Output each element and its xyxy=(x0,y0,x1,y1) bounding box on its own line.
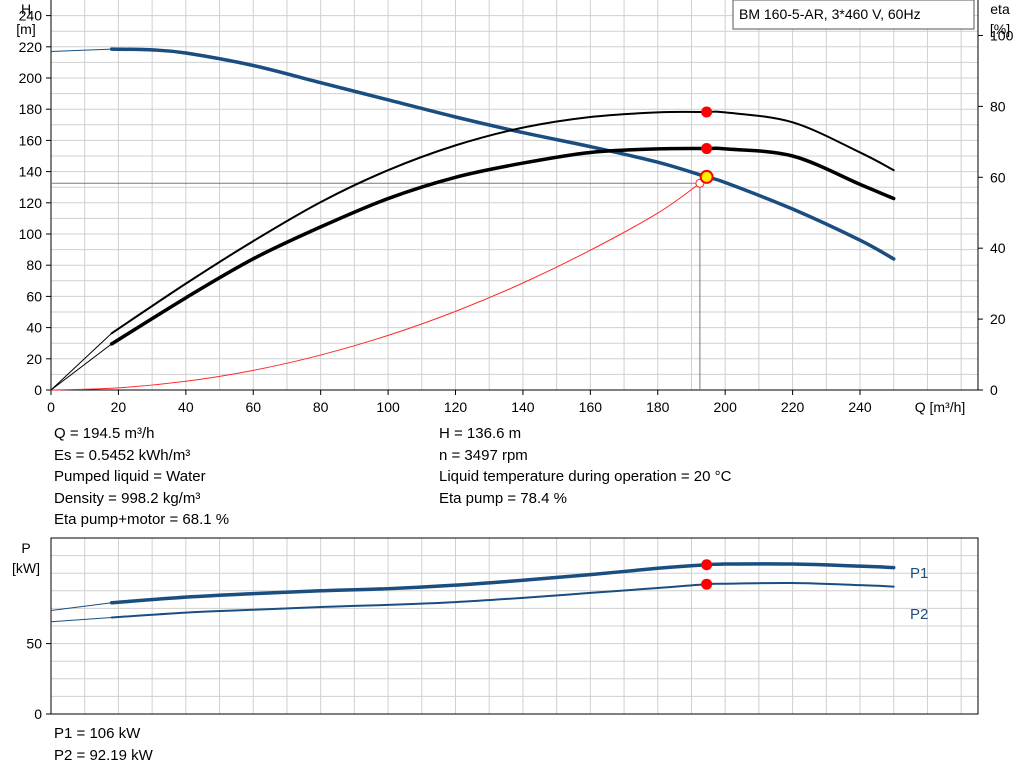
eta-pump-curve xyxy=(110,110,895,335)
duty-point-markers xyxy=(699,106,714,590)
h-tick-label: 200 xyxy=(19,70,43,86)
eta-axis-title: eta xyxy=(990,1,1010,17)
x-tick-label: 120 xyxy=(444,399,468,415)
pump-label-box xyxy=(732,0,975,30)
h-axis-title: H xyxy=(21,1,31,17)
p2-duty-point xyxy=(701,578,713,590)
info-eta-pump-motor: Eta pump+motor = 68.1 % xyxy=(54,511,230,528)
upper-chart-series xyxy=(50,47,896,391)
h-tick-label: 220 xyxy=(19,39,43,55)
h-tick-label: 120 xyxy=(19,195,43,211)
lower-chart-grid xyxy=(50,537,979,715)
system-curve xyxy=(50,182,701,391)
info-flow: Q = 194.5 m³/h xyxy=(54,425,155,442)
upper-plot-area xyxy=(51,0,978,390)
h-axis-unit: [m] xyxy=(16,21,35,37)
info-speed: n = 3497 rpm xyxy=(439,446,528,464)
upper-chart-grid xyxy=(47,0,982,391)
info-p1: P1 = 106 kW xyxy=(54,725,141,742)
x-tick-label: 140 xyxy=(511,399,535,415)
x-tick-label: 220 xyxy=(781,399,805,415)
eta-tick-label: 60 xyxy=(990,169,1006,185)
h-tick-label: 180 xyxy=(19,101,43,117)
info-eta-pump: Eta pump = 78.4 % xyxy=(439,489,567,507)
head-duty-point xyxy=(699,169,714,184)
p1-series-label: P1 xyxy=(910,565,928,582)
h-tick-label: 40 xyxy=(26,320,42,336)
duty-point-info-right: H = 136.6 m n = 3497 rpm Liquid temperat… xyxy=(439,423,731,509)
lower-chart-series xyxy=(50,562,896,623)
eta-pump-duty-point xyxy=(701,106,713,118)
eta-tick-label: 40 xyxy=(990,240,1006,256)
p-tick-label: 50 xyxy=(26,636,42,652)
eta-tick-label: 0 xyxy=(990,382,998,398)
p-axis-title: P xyxy=(21,540,30,556)
eta-tick-label: 80 xyxy=(990,98,1006,114)
pump-label: BM 160-5-AR, 3*460 V, 60Hz xyxy=(739,6,921,22)
lower-plot-border xyxy=(50,537,979,715)
info-pumped-liquid: Pumped liquid = Water xyxy=(54,468,206,485)
p2-curve xyxy=(110,582,895,619)
eta-pump-motor-curve xyxy=(109,146,896,346)
info-density: Density = 998.2 kg/m³ xyxy=(54,489,201,507)
x-tick-label: 100 xyxy=(376,399,400,415)
p2-extrapolated-line xyxy=(50,617,112,623)
duty-point-info-left: Q = 194.5 m³/h Es = 0.5452 kWh/m³ Pumped… xyxy=(54,423,229,531)
p-tick-label: 0 xyxy=(34,706,42,722)
h-tick-label: 100 xyxy=(19,226,43,242)
x-tick-label: 20 xyxy=(111,399,127,415)
q-axis-title: Q [m³/h] xyxy=(915,399,966,415)
eta-pump-motor-duty-point xyxy=(701,143,713,155)
eta-pump-motor-extrapolated-line xyxy=(50,343,112,391)
eta-tick-label: 100 xyxy=(990,27,1014,43)
h-tick-label: 240 xyxy=(19,8,43,24)
head-extrapolated-line xyxy=(50,48,112,52)
x-tick-label: 240 xyxy=(848,399,872,415)
h-tick-label: 140 xyxy=(19,164,43,180)
x-tick-label: 160 xyxy=(579,399,603,415)
upper-chart-tick-labels: 0 20 40 60 80 100 120 140 160 180 200 220 2400204060… xyxy=(19,8,1014,415)
power-info: P1 = 106 kW P2 = 92.19 kW xyxy=(54,723,153,766)
eta-pump-extrapolated-line xyxy=(50,332,113,391)
x-tick-label: 200 xyxy=(714,399,738,415)
eta-axis-unit: [%] xyxy=(990,21,1010,37)
x-tick-label: 60 xyxy=(245,399,261,415)
info-head: H = 136.6 m xyxy=(439,425,522,442)
x-tick-label: 80 xyxy=(313,399,329,415)
p-axis-unit: [kW] xyxy=(12,560,40,576)
p1-extrapolated-line xyxy=(50,602,112,612)
x-tick-label: 180 xyxy=(646,399,670,415)
h-tick-label: 60 xyxy=(26,288,42,304)
h-tick-label: 80 xyxy=(26,257,42,273)
x-tick-label: 40 xyxy=(178,399,194,415)
head-curve xyxy=(109,47,896,261)
p2-series-label: P2 xyxy=(910,606,928,623)
x-tick-label: 0 xyxy=(47,399,55,415)
info-liquid-temperature: Liquid temperature during operation = 20… xyxy=(439,468,732,485)
info-specific-energy: Es = 0.5452 kWh/m³ xyxy=(54,446,191,464)
h-tick-label: 160 xyxy=(19,132,43,148)
lower-chart-tick-labels: 0 50 xyxy=(26,636,51,722)
p1-curve xyxy=(109,562,896,605)
h-tick-label: 20 xyxy=(26,351,42,367)
eta-tick-label: 20 xyxy=(990,311,1006,327)
info-p2: P2 = 92.19 kW xyxy=(54,746,153,764)
p1-duty-point xyxy=(701,559,713,571)
h-tick-label: 0 xyxy=(34,382,42,398)
